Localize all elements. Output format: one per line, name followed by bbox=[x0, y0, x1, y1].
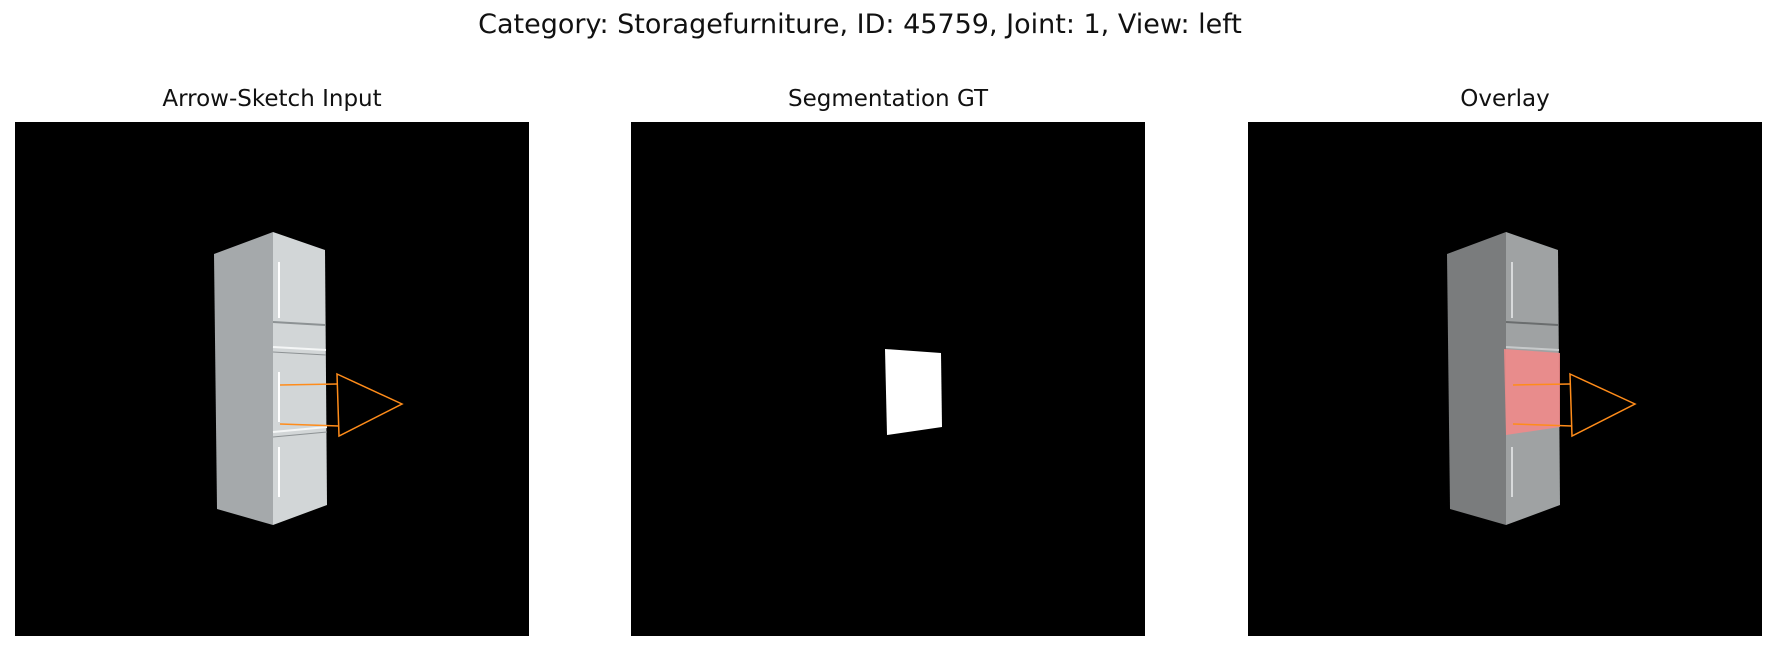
cabinet-render-image bbox=[214, 232, 404, 525]
overlay-render-image bbox=[1447, 232, 1637, 525]
panel-title-overlay: Overlay bbox=[1460, 86, 1550, 112]
panel-title-segmentation: Segmentation GT bbox=[787, 86, 988, 112]
panel-arrow-sketch-input bbox=[15, 122, 529, 636]
panel-title-arrow-sketch: Arrow-Sketch Input bbox=[162, 86, 382, 112]
segmentation-mask-image bbox=[885, 349, 942, 435]
figure-title: Category: Storagefurniture, ID: 45759, J… bbox=[478, 9, 1242, 40]
panel-overlay bbox=[1248, 122, 1762, 636]
panel-segmentation-gt bbox=[631, 122, 1145, 636]
